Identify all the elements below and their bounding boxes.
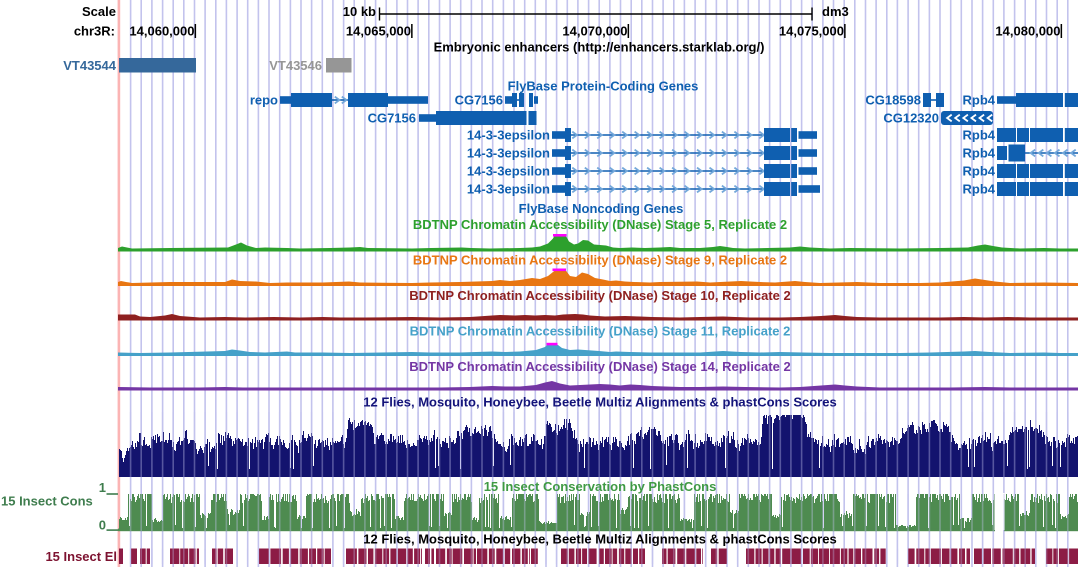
svg-text:BDTNP Chromatin Accessibility: BDTNP Chromatin Accessibility (DNase) St… [413, 217, 787, 232]
svg-text:14,080,000: 14,080,000 [995, 24, 1060, 39]
svg-text:Rpb4: Rpb4 [963, 128, 996, 143]
svg-text:chr3R:: chr3R: [74, 24, 115, 39]
svg-text:0: 0 [99, 518, 106, 533]
svg-text:FlyBase Protein-Coding Genes: FlyBase Protein-Coding Genes [508, 79, 699, 94]
svg-text:14,075,000: 14,075,000 [779, 24, 844, 39]
svg-text:FlyBase Noncoding Genes: FlyBase Noncoding Genes [519, 201, 684, 216]
svg-text:Rpb4: Rpb4 [963, 164, 996, 179]
svg-text:dm3: dm3 [822, 4, 849, 19]
svg-text:14-3-3epsilon: 14-3-3epsilon [467, 146, 550, 161]
svg-text:CG12320: CG12320 [883, 111, 939, 126]
svg-text:14-3-3epsilon: 14-3-3epsilon [467, 164, 550, 179]
svg-text:VT43544: VT43544 [63, 58, 117, 73]
svg-text:1: 1 [99, 480, 106, 495]
svg-text:BDTNP Chromatin Accessibility: BDTNP Chromatin Accessibility (DNase) St… [410, 324, 791, 339]
svg-text:BDTNP Chromatin Accessibility: BDTNP Chromatin Accessibility (DNase) St… [413, 253, 787, 268]
svg-text:14-3-3epsilon: 14-3-3epsilon [467, 128, 550, 143]
svg-text:CG7156: CG7156 [455, 93, 503, 108]
svg-text:14,070,000: 14,070,000 [562, 24, 627, 39]
svg-text:15 Insect Conservation by Phas: 15 Insect Conservation by PhastCons [484, 479, 717, 494]
svg-text:Scale: Scale [82, 4, 116, 19]
svg-text:Rpb4: Rpb4 [963, 182, 996, 197]
svg-text:10 kb: 10 kb [343, 4, 376, 19]
svg-text:Rpb4: Rpb4 [963, 93, 996, 108]
svg-text:VT43546: VT43546 [269, 58, 322, 73]
svg-text:15 Insect Cons: 15 Insect Cons [1, 494, 93, 509]
svg-text:BDTNP Chromatin Accessibility: BDTNP Chromatin Accessibility (DNase) St… [409, 359, 790, 374]
svg-text:14,060,000: 14,060,000 [129, 24, 194, 39]
svg-text:CG18598: CG18598 [865, 93, 921, 108]
svg-text:Embryonic enhancers (http://en: Embryonic enhancers (http://enhancers.st… [434, 40, 765, 55]
svg-text:12 Flies, Mosquito, Honeybee,: 12 Flies, Mosquito, Honeybee, Beetle Mul… [363, 532, 836, 547]
svg-text:14,065,000: 14,065,000 [346, 24, 411, 39]
svg-text:repo: repo [250, 93, 278, 108]
svg-text:Rpb4: Rpb4 [963, 146, 996, 161]
svg-text:12 Flies, Mosquito, Honeybee,: 12 Flies, Mosquito, Honeybee, Beetle Mul… [363, 395, 836, 410]
svg-text:15 Insect El: 15 Insect El [45, 549, 117, 564]
svg-text:14-3-3epsilon: 14-3-3epsilon [467, 182, 550, 197]
svg-text:BDTNP Chromatin Accessibility: BDTNP Chromatin Accessibility (DNase) St… [409, 288, 790, 303]
svg-text:CG7156: CG7156 [368, 111, 416, 126]
